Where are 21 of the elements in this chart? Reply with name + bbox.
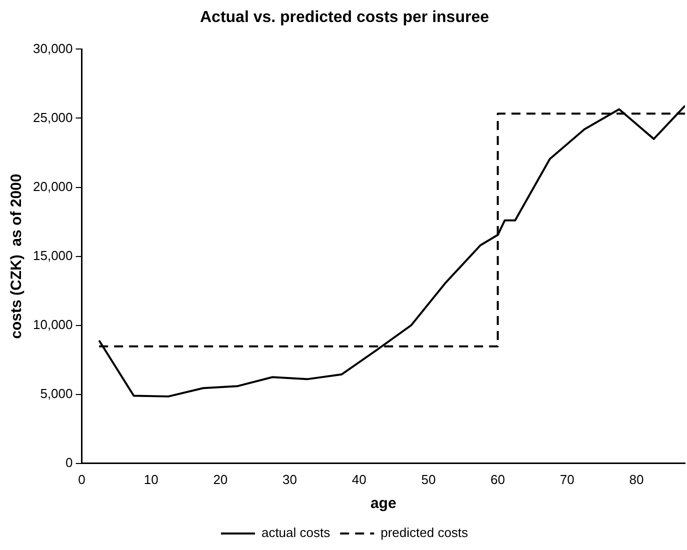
y-axis-title: costs (CZK) as of 2000 xyxy=(8,174,26,339)
x-axis-title: age xyxy=(370,495,396,512)
y-tick-label: 25,000 xyxy=(32,110,73,125)
chart-title: Actual vs. predicted costs per insuree xyxy=(200,9,490,26)
y-tick-label: 10,000 xyxy=(32,316,73,332)
y-tick-label: 5,000 xyxy=(40,386,73,401)
x-tick-label: 70 xyxy=(560,472,574,487)
x-tick-label: 80 xyxy=(629,472,644,487)
y-tick-label: 30,000 xyxy=(32,40,73,56)
y-tick-label: 20,000 xyxy=(32,178,73,194)
x-tick-label: 0 xyxy=(78,472,86,487)
legend-label: actual costs xyxy=(261,525,331,540)
x-tick-label: 40 xyxy=(352,472,366,487)
y-tick-label: 0 xyxy=(66,454,73,470)
legend-label: predicted costs xyxy=(380,525,469,540)
y-tick-label: 15,000 xyxy=(32,248,73,263)
x-tick-label: 60 xyxy=(490,472,506,487)
x-tick-label: 50 xyxy=(421,472,436,487)
x-tick-label: 30 xyxy=(282,472,298,487)
x-tick-label: 10 xyxy=(144,472,158,487)
x-tick-label: 20 xyxy=(213,472,228,487)
